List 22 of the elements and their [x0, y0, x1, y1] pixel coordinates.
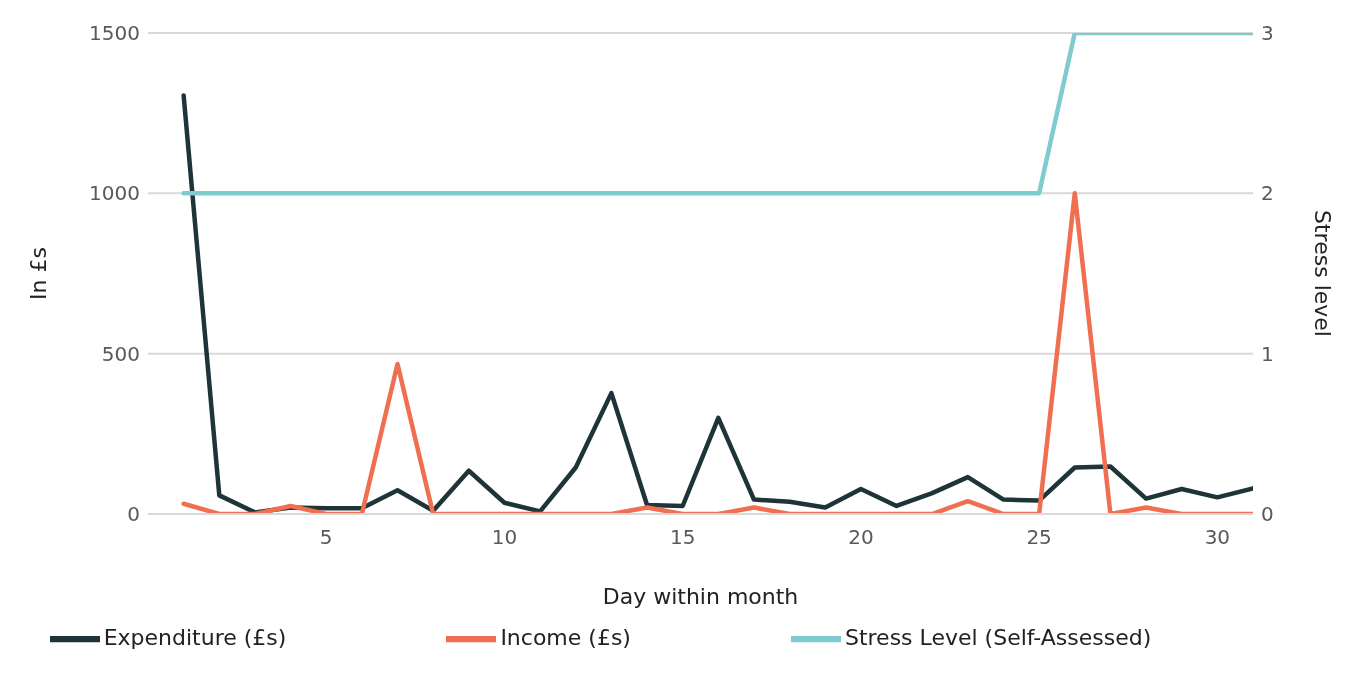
legend-label: Expenditure (£s) [103, 625, 287, 650]
y-tick-label: 500 [101, 341, 140, 366]
legend-label: Stress Level (Self-Assessed) [844, 625, 1152, 650]
x-axis-title: Day within month [602, 584, 799, 609]
x-tick-label: 20 [848, 525, 874, 550]
y-tick-label: 1500 [89, 21, 140, 46]
y2-axis-title: Stress level [1310, 210, 1336, 337]
y-tick-label: 1000 [89, 181, 140, 206]
y-axis-title: In £s [25, 247, 51, 300]
x-tick-label: 30 [1204, 525, 1231, 550]
x-tick-label: 15 [669, 525, 696, 550]
x-tick-label: 10 [491, 525, 518, 550]
legend-label: Income (£s) [500, 625, 631, 650]
line-series [181, 191, 1253, 514]
x-tick-label: 5 [319, 525, 333, 550]
y-tick-label: 0 [127, 502, 140, 527]
y2-tick-label: 2 [1261, 181, 1274, 206]
y2-tick-label: 1 [1261, 341, 1274, 366]
y2-tick-label: 0 [1261, 502, 1274, 527]
line-series [181, 93, 1253, 514]
y2-tick-label: 3 [1261, 21, 1274, 46]
x-tick-label: 25 [1026, 525, 1052, 550]
